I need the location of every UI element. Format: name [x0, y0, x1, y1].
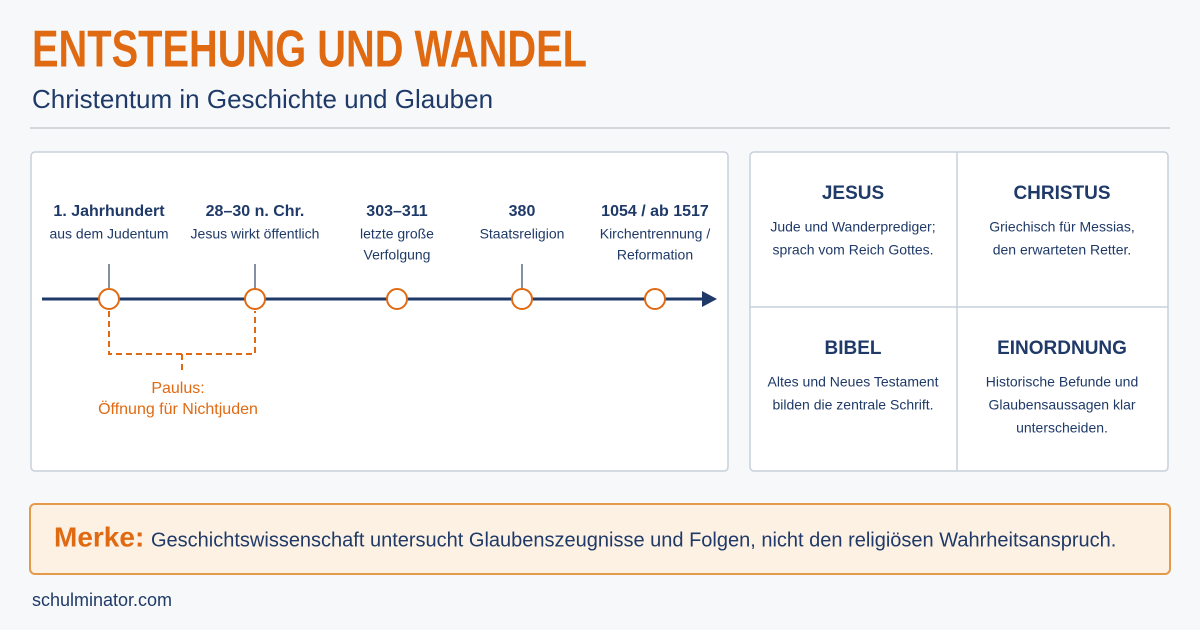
card-text: Glaubensaussagen klar [988, 397, 1135, 413]
card-text: sprach vom Reich Gottes. [772, 242, 933, 258]
note-label: Merke: [54, 521, 144, 552]
card-text: Griechisch für Messias, [989, 219, 1134, 235]
event-date: 1054 / ab 1517 [601, 203, 709, 220]
event-marker [386, 288, 408, 310]
footer: schulminator.com [32, 590, 172, 610]
card-text: bilden die zentrale Schrift. [772, 397, 933, 413]
event-date: 1. Jahrhundert [53, 203, 165, 220]
event-text: Verfolgung [364, 247, 431, 263]
event-marker [644, 288, 666, 310]
event-text: Staatsreligion [480, 226, 565, 242]
event-marker [511, 288, 533, 310]
event-text: letzte große [360, 226, 434, 242]
event-date: 303–311 [366, 203, 428, 220]
timeline-panel [30, 151, 729, 472]
note-text: Geschichtswissenschaft untersucht Glaube… [151, 529, 1116, 551]
card-title: EINORDNUNG [997, 338, 1127, 359]
card-title: JESUS [822, 183, 884, 204]
event-text: Kirchentrennung / [600, 226, 711, 242]
event-text: aus dem Judentum [49, 226, 168, 242]
event-text: Reformation [617, 247, 693, 263]
card-title: BIBEL [825, 338, 882, 359]
card-text: den erwarteten Retter. [993, 242, 1132, 258]
card-text: Jude und Wanderprediger; [770, 219, 935, 235]
card-text: Altes und Neues Testament [768, 374, 939, 390]
event-marker [244, 288, 266, 310]
annotation-text: Paulus: [151, 380, 204, 397]
card-title: CHRISTUS [1013, 183, 1110, 204]
cards-panel [749, 151, 1169, 472]
event-date: 380 [509, 203, 536, 220]
timeline-arrow [702, 291, 717, 307]
event-date: 28–30 n. Chr. [206, 203, 305, 220]
card-text: Historische Befunde und [986, 374, 1139, 390]
subtitle: Christentum in Geschichte und Glauben [32, 84, 493, 114]
note-box [29, 503, 1171, 575]
annotation-bracket [108, 311, 256, 372]
title: ENTSTEHUNG UND WANDEL [32, 21, 587, 79]
event-text: Jesus wirkt öffentlich [191, 226, 320, 242]
event-marker [98, 288, 120, 310]
annotation-text: Öffnung für Nichtjuden [98, 400, 258, 418]
card-text: unterscheiden. [1016, 420, 1108, 436]
